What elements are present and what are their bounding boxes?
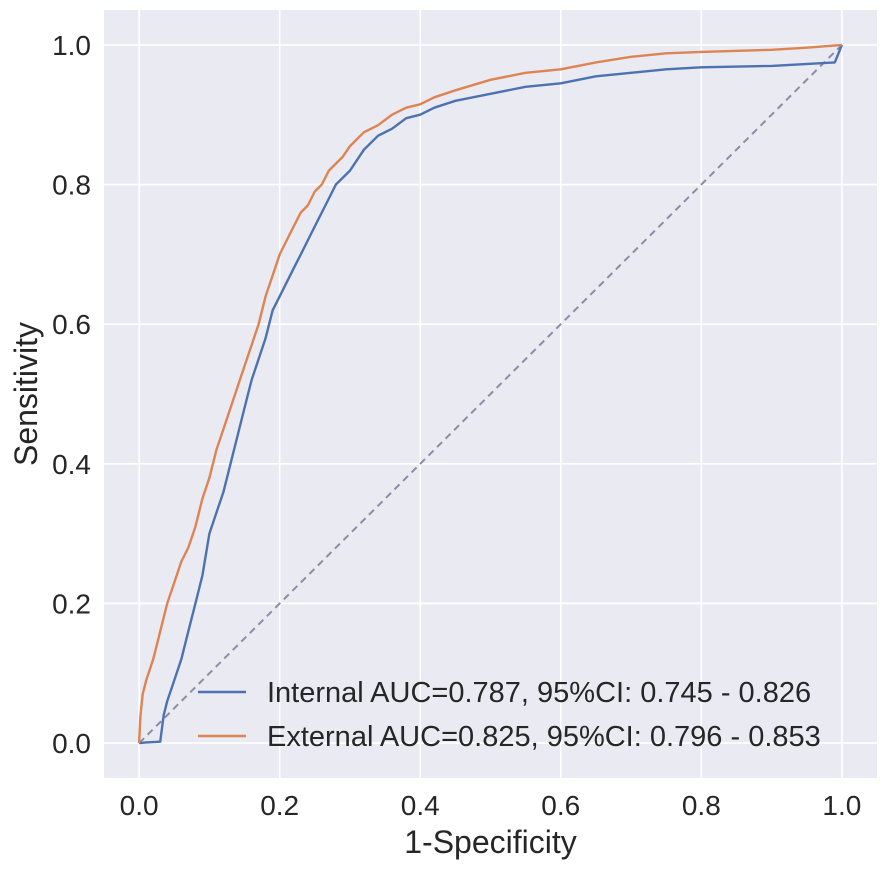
y-tick-label: 1.0 <box>52 30 91 61</box>
chance-diagonal-line <box>138 44 843 744</box>
x-tick-label: 0.8 <box>682 790 721 821</box>
legend: Internal AUC=0.787, 95%CI: 0.745 - 0.826… <box>198 677 821 753</box>
y-axis-title: Sensitivity <box>8 322 44 466</box>
series-lines <box>137 43 844 745</box>
y-tick-labels: 0.0 0.2 0.4 0.6 0.8 1.0 <box>52 30 91 759</box>
legend-label-internal: Internal AUC=0.787, 95%CI: 0.745 - 0.826 <box>267 677 811 709</box>
x-tick-label: 0.6 <box>541 790 580 821</box>
y-tick-label: 0.0 <box>52 728 91 759</box>
y-tick-label: 0.8 <box>52 170 91 201</box>
y-tick-label: 0.6 <box>52 309 91 340</box>
grid-lines <box>104 10 877 778</box>
series-line-internal <box>138 44 844 745</box>
x-tick-labels: 0.0 0.2 0.4 0.6 0.8 1.0 <box>120 790 862 821</box>
x-tick-label: 1.0 <box>822 790 861 821</box>
y-tick-label: 0.4 <box>52 449 91 480</box>
series-line-external <box>137 43 842 744</box>
y-tick-label: 0.2 <box>52 588 91 619</box>
x-tick-label: 0.2 <box>260 790 299 821</box>
x-tick-label: 0.4 <box>401 790 440 821</box>
legend-label-external: External AUC=0.825, 95%CI: 0.796 - 0.853 <box>267 721 821 753</box>
x-tick-label: 0.0 <box>120 790 159 821</box>
x-axis-title: 1-Specificity <box>404 824 577 860</box>
